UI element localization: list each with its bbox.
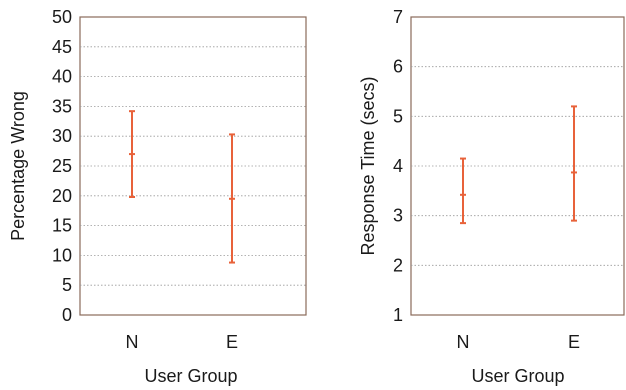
y-tick-labels-right: 1 2 3 4 5 6 7: [393, 7, 403, 325]
y-tick-label: 5: [62, 275, 72, 295]
x-tick-label: N: [126, 332, 139, 352]
y-tick-label: 5: [393, 106, 403, 126]
y-tick-label: 7: [393, 7, 403, 27]
x-tick-label: E: [568, 332, 580, 352]
y-tick-label: 40: [52, 67, 72, 87]
y-tick-label: 15: [52, 216, 72, 236]
y-tick-labels-left: 0 5 10 15 20 25 30 35 40 45 50: [52, 7, 72, 325]
y-tick-label: 45: [52, 37, 72, 57]
x-axis-title-left: User Group: [144, 366, 237, 386]
y-tick-label: 35: [52, 96, 72, 116]
y-axis-title-right: Response Time (secs): [358, 76, 378, 255]
error-bars-right: [460, 105, 577, 225]
error-bars-left: [129, 110, 235, 264]
y-tick-label: 2: [393, 255, 403, 275]
x-tick-label: E: [226, 332, 238, 352]
y-tick-label: 10: [52, 245, 72, 265]
y-tick-label: 0: [62, 305, 72, 325]
gridlines-right: [411, 66, 624, 266]
x-axis-title-right: User Group: [471, 366, 564, 386]
y-tick-label: 25: [52, 156, 72, 176]
y-tick-label: 30: [52, 126, 72, 146]
y-tick-label: 4: [393, 156, 403, 176]
y-tick-label: 6: [393, 57, 403, 77]
y-tick-label: 20: [52, 186, 72, 206]
y-tick-label: 1: [393, 305, 403, 325]
y-axis-title-left: Percentage Wrong: [8, 91, 28, 241]
x-tick-label: N: [457, 332, 470, 352]
y-tick-label: 3: [393, 206, 403, 226]
gridlines-left: [80, 46, 306, 286]
y-tick-label: 50: [52, 7, 72, 27]
